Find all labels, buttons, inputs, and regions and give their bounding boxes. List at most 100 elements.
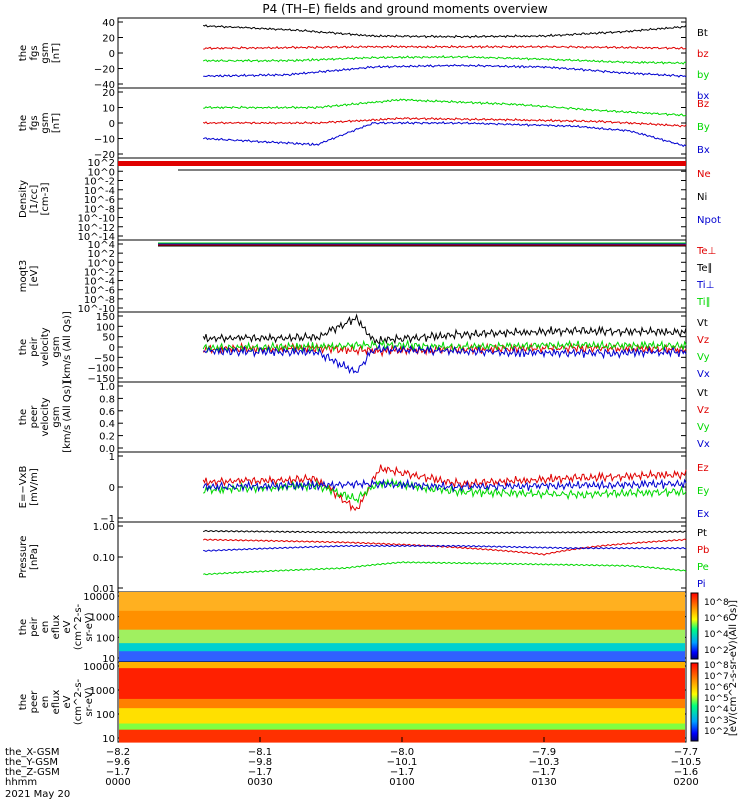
x-tick-label: −10.5 [671,757,702,768]
panel-ylabel: en [40,696,51,709]
panel-ylabel: the [18,694,29,710]
series-Ne [118,161,686,166]
y-tick-label: 10^2 [88,249,115,260]
legend-Bt: Bt [697,28,708,39]
legend-bz: bz [697,49,709,60]
panel-ylabel: [cm-3] [40,182,51,215]
panel-ylabel: [eV] [29,266,40,287]
colorbar-top [690,592,699,660]
y-tick-label: 0.0 [99,444,115,455]
panel-ylabel: gsm [40,112,51,133]
legend-Bx: Bx [697,145,710,156]
panel-ylabel: peer [29,690,40,714]
colorbar-tick: 10^5 [704,694,729,704]
y-tick-label: −20 [94,150,115,161]
legend-Ne: Ne [697,169,711,180]
colorbar-tick: 10^6 [704,683,729,693]
y-tick-label: 20 [102,88,115,99]
panel-ylabel: [km/s (All Qs)] [62,311,73,383]
heatmap-row [119,608,685,612]
y-tick-label: 50 [102,333,115,344]
heatmap-row [119,610,685,615]
colorbar-label: [eV/(cm^2-s-sr-eV)(All Qs)] [728,600,739,736]
panel-ylabel: velocity [40,327,51,366]
xaxis-row-label: the_Y-GSM [5,757,58,768]
y-tick-label: 10^-10 [78,214,115,225]
panel-4: moqt3 [eV]10^410^210^010^-210^-410^-610^-… [18,239,716,315]
x-tick-label: −1.6 [674,767,698,778]
y-tick-label: 10000 [83,662,115,673]
y-tick-label: 1000 [90,686,115,697]
legend-Te∥: Te∥ [696,263,713,274]
panel-ylabel: fgs [29,115,40,130]
legend-by: by [697,70,709,81]
y-tick-label: −20 [94,65,115,76]
panel-frame [117,381,687,453]
y-tick-label: 0 [109,483,115,494]
y-tick-label: 100 [96,322,115,333]
xaxis-row-label: 2021 May 20 [5,789,70,800]
y-tick-label: 40 [102,18,115,29]
panel-ylabel: en [40,621,51,634]
panel-frame [117,17,687,89]
heatmap-row [119,627,685,631]
y-tick-label: 0.01 [93,584,115,595]
y-tick-label: 10 [102,734,115,745]
heatmap-row [119,729,685,734]
series-Pi [203,544,686,552]
heatmap-row [119,653,685,658]
heatmap-row [119,602,685,607]
heatmap-row [119,677,685,682]
heatmap-row [119,717,685,722]
panel-ylabel: peir [29,336,40,356]
heatmap-row [119,708,685,712]
series-Vt [202,313,687,346]
panel-2: the fgs gsm [nT] 20 10 0 −10 −20 Bz By Bx [18,87,710,161]
heatmap-row [119,648,685,652]
heatmap-row [119,702,685,706]
legend-By: By [697,122,710,133]
y-tick-label: 20 [102,34,115,45]
legend-Ey: Ey [697,486,709,497]
y-tick-label: 10^-12 [78,223,115,234]
figure-title: P4 (TH–E) fields and ground moments over… [262,2,547,16]
panel-6: the peer velocity gsm [km/s (All Qs)] 1.00.8 0… [18,381,710,455]
legend-Vz: Vz [697,335,709,346]
y-tick-label: 100 [96,710,115,721]
x-tick-label: −9.8 [248,757,272,768]
colorbar: 10^810^610^410^210^810^710^610^510^410^3… [690,592,739,742]
heatmap-row [119,640,685,644]
panel-frame [117,239,687,313]
x-tick-label: 0000 [105,777,130,788]
legend-Vy: Vy [697,422,710,433]
series-Vy [202,338,687,354]
heatmap-row [119,705,685,709]
legend-Te⊥: Te⊥ [696,246,716,257]
y-tick-label: 0 [109,343,115,354]
y-tick-label: 10^-6 [84,195,115,206]
series-bx [203,63,687,78]
x-tick-label: 0100 [389,777,414,788]
legend-Ni: Ni [697,192,707,203]
panel-ylabel: fgs [29,45,40,60]
legend-Vt: Vt [697,388,708,399]
heatmap-row [119,613,685,617]
y-tick-label: −1 [100,514,115,525]
xaxis-row-label: hhmm [5,777,37,788]
panel-7: E=−VxB [mV/m] 1 0 −1 Ez Ey Ex [18,451,709,525]
heatmap-row [119,592,685,596]
panel-ylabel: moqt3 [18,260,29,293]
x-tick-label: 0130 [531,777,556,788]
legend-Pe: Pe [697,562,709,573]
legend-Pi: Pi [697,579,706,590]
panel-ylabel: eflux [51,615,62,640]
panel-ylabel: gsm [51,406,62,427]
y-tick-label: 10^-2 [84,267,115,278]
y-tick-label: 10 [102,104,115,115]
panel-ylabel: (cm^2-s- [73,603,84,650]
panel-ylabel: (cm^2-s- [73,678,84,725]
y-tick-label: −50 [94,353,115,364]
panel-frame [117,311,687,383]
